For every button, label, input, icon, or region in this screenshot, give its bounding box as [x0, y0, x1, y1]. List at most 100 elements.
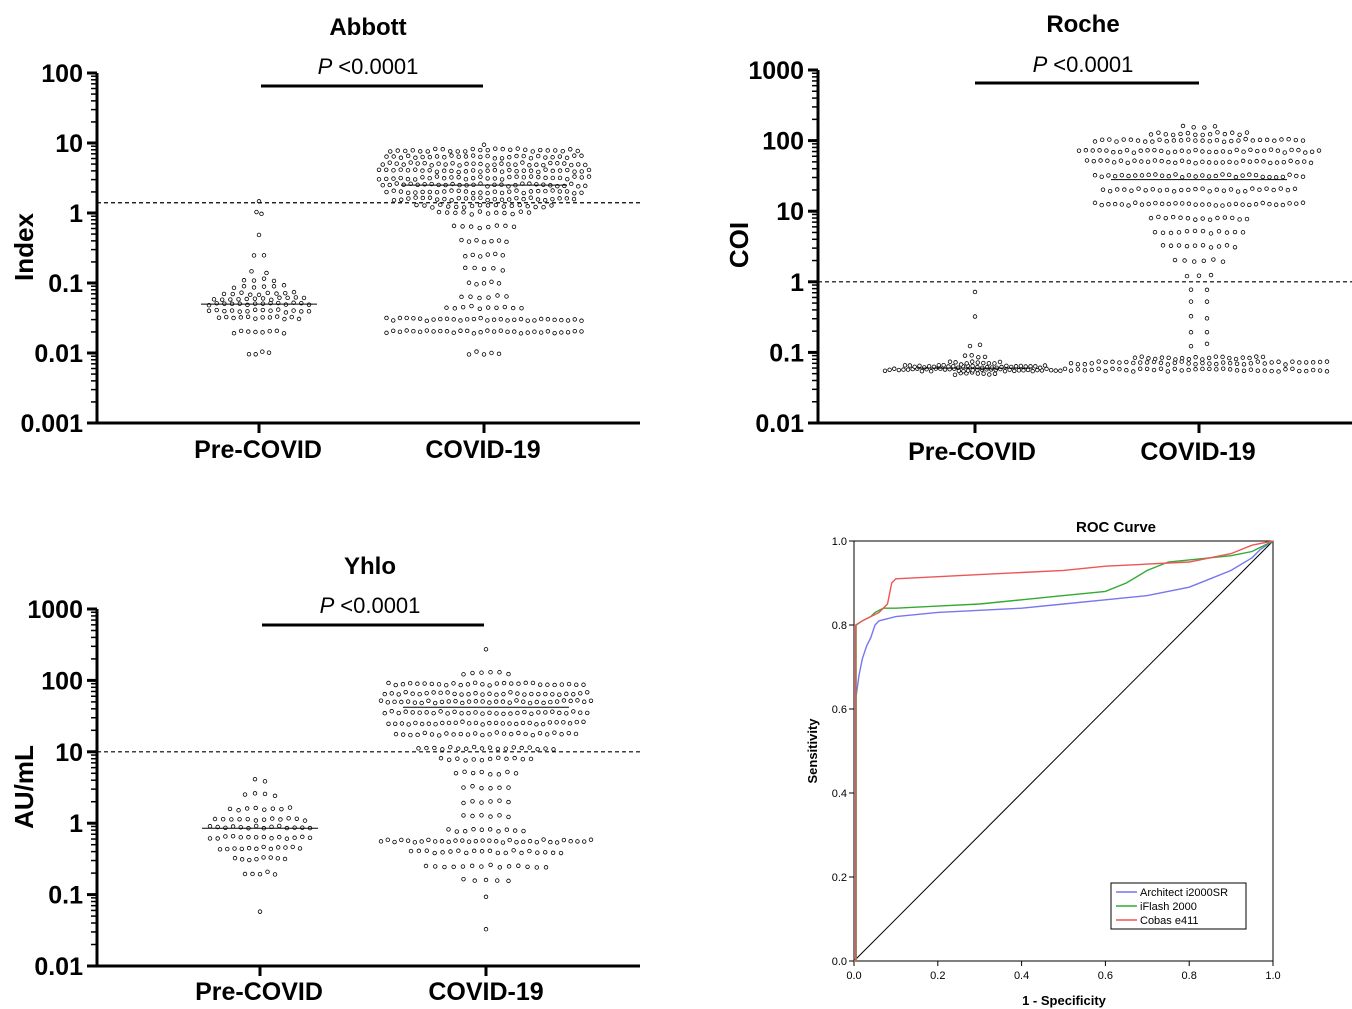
data-point — [232, 855, 238, 861]
data-point — [975, 360, 980, 365]
data-point — [268, 855, 273, 860]
data-point — [1159, 148, 1164, 154]
data-point — [1165, 150, 1171, 155]
data-point — [1212, 124, 1218, 129]
data-point — [452, 709, 457, 714]
data-point — [1035, 367, 1040, 373]
data-point — [231, 331, 237, 336]
data-point — [530, 680, 536, 686]
data-point — [521, 839, 526, 845]
data-point — [417, 710, 422, 715]
data-point — [1227, 149, 1233, 155]
data-point — [1163, 215, 1168, 221]
data-point — [445, 711, 450, 716]
data-point — [1159, 173, 1165, 178]
data-point — [527, 720, 532, 726]
data-point — [499, 197, 505, 202]
data-point — [567, 721, 573, 726]
data-point — [262, 791, 268, 797]
data-point — [1150, 139, 1155, 144]
data-point — [526, 210, 532, 215]
data-point — [268, 308, 273, 313]
data-point — [207, 836, 213, 841]
data-point — [1244, 216, 1250, 222]
data-point — [557, 196, 562, 201]
data-point — [274, 291, 279, 296]
data-point — [414, 202, 419, 208]
data-point — [528, 195, 533, 200]
data-point — [411, 328, 416, 334]
data-point — [444, 329, 450, 334]
data-point — [981, 360, 986, 366]
data-point — [237, 309, 242, 314]
data-point — [499, 169, 505, 174]
data-point — [438, 690, 443, 696]
data-point — [1193, 160, 1198, 166]
data-point — [479, 800, 484, 805]
data-point — [1172, 366, 1177, 372]
data-point — [260, 315, 265, 320]
data-point — [486, 224, 491, 230]
data-point — [412, 700, 418, 705]
data-point — [245, 314, 251, 320]
data-point — [1193, 202, 1198, 207]
data-point — [1082, 368, 1088, 373]
data-point — [1083, 148, 1089, 153]
data-point — [396, 692, 401, 697]
data-point — [246, 845, 252, 851]
data-point — [497, 798, 502, 803]
data-point — [395, 148, 400, 153]
data-point — [501, 680, 507, 686]
data-point — [552, 330, 557, 336]
data-point — [573, 731, 579, 737]
data-point — [411, 316, 416, 321]
data-point — [1216, 229, 1222, 234]
data-point — [1062, 366, 1068, 372]
data-point — [507, 837, 512, 843]
data-point — [384, 315, 389, 321]
data-point — [554, 699, 560, 704]
data-point — [543, 188, 548, 194]
data-point — [585, 690, 590, 695]
data-point — [529, 711, 534, 716]
roc-xlabel: 1 - Specificity — [1022, 993, 1107, 1008]
data-point — [221, 291, 227, 297]
data-point — [1227, 367, 1233, 372]
data-point — [454, 829, 460, 834]
data-point — [460, 838, 465, 843]
data-point — [491, 317, 497, 322]
data-point — [449, 188, 454, 193]
data-point — [1156, 214, 1161, 220]
data-point — [1091, 158, 1096, 164]
y-tick-label: 100 — [41, 60, 83, 88]
data-point — [461, 210, 466, 215]
data-point — [1145, 148, 1150, 153]
data-point — [481, 281, 487, 286]
data-point — [522, 709, 527, 715]
data-point — [438, 709, 443, 714]
data-point — [473, 699, 479, 704]
data-point — [511, 745, 516, 750]
data-point — [1207, 138, 1212, 144]
data-point — [1235, 189, 1241, 194]
data-point — [1148, 215, 1154, 221]
data-point — [434, 174, 440, 179]
data-point — [300, 825, 305, 830]
data-point — [470, 799, 475, 804]
data-point — [388, 149, 393, 154]
data-point — [449, 153, 454, 158]
data-point — [936, 363, 941, 368]
data-point — [1179, 158, 1185, 164]
data-point — [291, 308, 296, 313]
data-point — [1037, 365, 1043, 370]
data-point — [253, 316, 258, 321]
data-point — [477, 202, 483, 208]
data-point — [455, 149, 460, 154]
data-point — [284, 836, 290, 841]
data-point — [261, 284, 267, 289]
data-point — [1268, 147, 1274, 152]
data-point — [547, 720, 553, 725]
data-point — [1172, 360, 1177, 366]
data-point — [513, 771, 519, 776]
data-point — [1104, 148, 1109, 153]
